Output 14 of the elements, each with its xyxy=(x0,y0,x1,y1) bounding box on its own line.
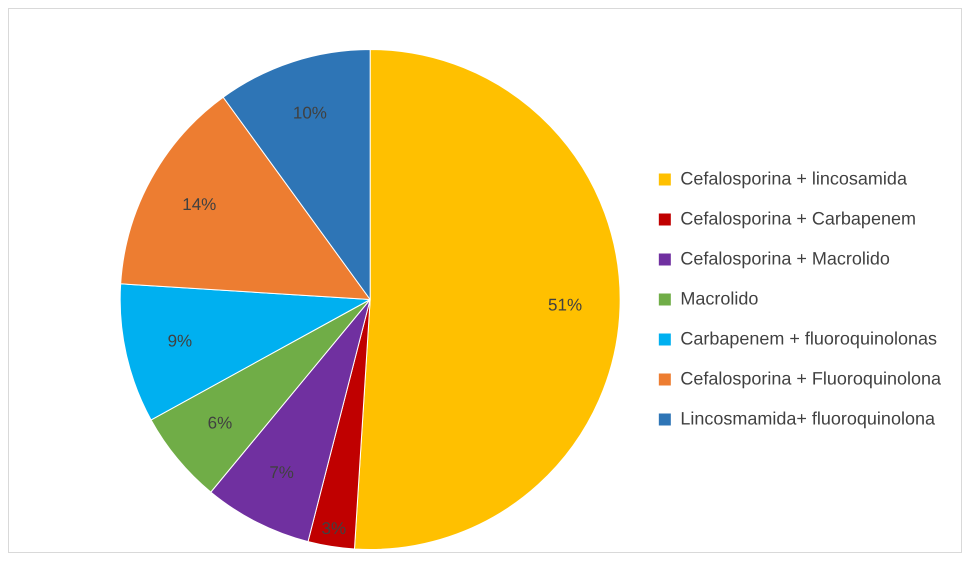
legend-label: Cefalosporina + Fluoroquinolona xyxy=(680,368,942,388)
legend-label: Cefalosporina + Carbapenem xyxy=(680,208,916,228)
legend-label: Lincosmamida+ fluoroquinolona xyxy=(680,408,936,428)
legend-label: Macrolido xyxy=(680,288,758,308)
data-label: 10% xyxy=(292,104,327,123)
legend-label: Cefalosporina + lincosamida xyxy=(680,168,908,188)
data-label: 3% xyxy=(322,518,346,538)
data-label: 14% xyxy=(182,195,216,214)
legend-label: Cefalosporina + Macrolido xyxy=(680,248,890,268)
data-label: 9% xyxy=(168,332,192,351)
data-label: 7% xyxy=(269,462,294,482)
data-label: 6% xyxy=(208,413,232,432)
data-label: 51% xyxy=(548,295,582,314)
legend-label: Carbapenem + fluoroquinolonas xyxy=(680,328,938,348)
